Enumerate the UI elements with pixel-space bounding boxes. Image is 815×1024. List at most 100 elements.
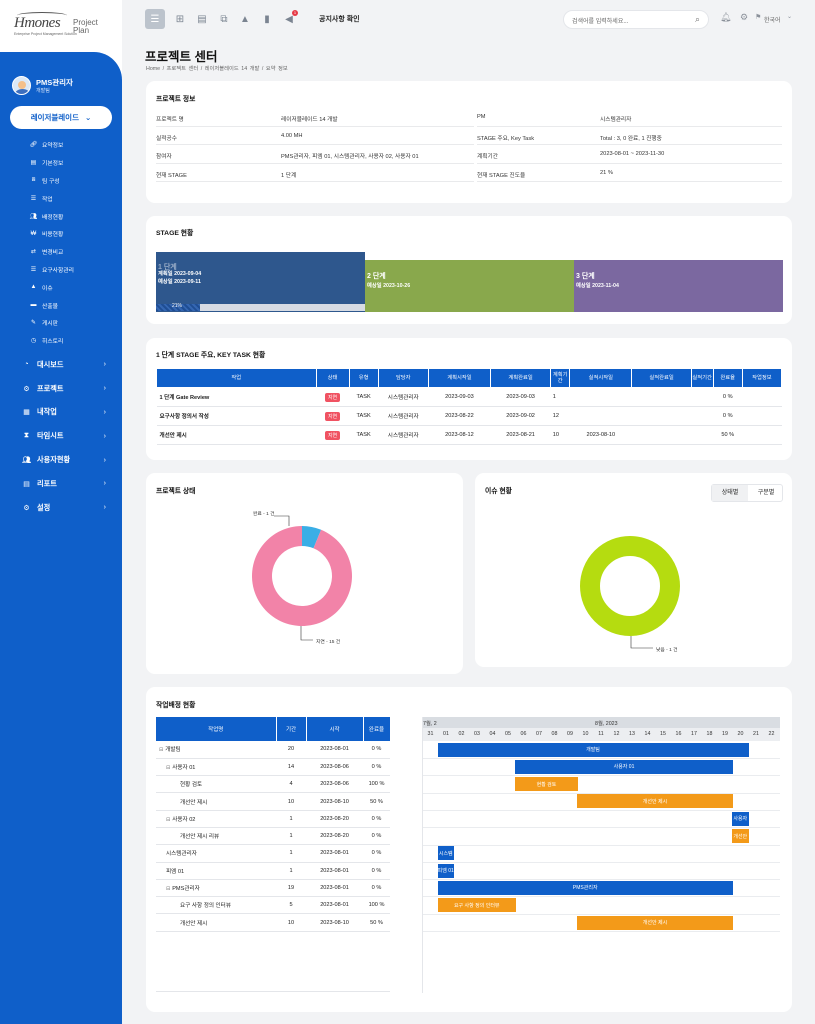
- submenu-item[interactable]: 👥︎ 배정현황: [30, 207, 120, 225]
- submenu-item[interactable]: ₩ 비용현황: [30, 225, 120, 243]
- table-row[interactable]: ⊟ 사용자 01 14 2023-08-06 0 %: [156, 758, 390, 777]
- gantt-bar[interactable]: 개선안 제시: [577, 915, 733, 930]
- task-cell: 0 %: [713, 406, 743, 426]
- gantt-col-header[interactable]: 시작: [306, 717, 364, 741]
- project-select-button[interactable]: 레이저블레이드 ⌄: [10, 106, 112, 129]
- task-cell: 50 %: [713, 425, 743, 445]
- task-col-header[interactable]: 계획기간: [550, 368, 571, 388]
- donut-slice-완료[interactable]: [302, 526, 322, 549]
- task-col-header[interactable]: 작업: [156, 368, 317, 388]
- stage-block[interactable]: 2 단계 예상일 2023-10-26: [365, 260, 574, 312]
- submenu-item[interactable]: ⧈ 팀 구성: [30, 172, 120, 190]
- collapse-icon[interactable]: ⊟: [159, 747, 164, 754]
- submenu-item[interactable]: ▬ 산출물: [30, 296, 120, 314]
- search-input[interactable]: 검색어를 입력하세요...: [572, 19, 629, 25]
- table-row[interactable]: 요구 사항 정의 인터뷰 5 2023-08-01 100 %: [156, 896, 390, 915]
- gantt-task-name: 개선안 제시 리뷰: [180, 834, 220, 841]
- table-row[interactable]: 1 단계 Gate Review 지연 TASK 시스템관리자 2023-09-03 20…: [156, 387, 782, 407]
- collapse-icon[interactable]: ⊟: [166, 816, 171, 823]
- clipboard-icon[interactable]: ▮: [264, 13, 270, 25]
- main-menu-item[interactable]: 👥︎ 사용자현황 ›: [22, 448, 110, 472]
- language-select[interactable]: 한국어: [764, 18, 781, 24]
- task-col-header[interactable]: 상태: [315, 368, 350, 388]
- gantt-bar[interactable]: 시스템: [437, 846, 454, 861]
- task-col-header[interactable]: 계획완료일: [490, 368, 552, 388]
- search-icon[interactable]: ⌕: [694, 14, 700, 24]
- table-row[interactable]: ⊟ 사용자 02 1 2023-08-20 0 %: [156, 810, 390, 828]
- tab-type[interactable]: 구분별: [757, 490, 775, 496]
- gantt-col-header[interactable]: 작업명: [156, 717, 277, 741]
- table-row[interactable]: 개선안 제시 리뷰 1 2023-08-20 0 %: [156, 827, 390, 846]
- copy-icon[interactable]: ⧉: [220, 13, 228, 25]
- megaphone-icon[interactable]: ◀ 1: [285, 10, 298, 25]
- stage-block[interactable]: 3 단계 예상일 2023-11-04: [574, 260, 783, 312]
- submenu-item[interactable]: ◷ 히스토리: [30, 332, 120, 350]
- report-icon: ▤: [23, 480, 30, 488]
- main-menu-item[interactable]: ⚙ 설정 ›: [22, 496, 110, 520]
- task-col-header[interactable]: 유형: [348, 368, 379, 388]
- user-profile[interactable]: PMS관리자 개발팀: [12, 76, 112, 96]
- submenu-item[interactable]: ▤ 기본정보: [30, 154, 120, 172]
- task-col-header[interactable]: 계획시작일: [427, 368, 492, 388]
- tab-status[interactable]: 상태별: [712, 485, 748, 501]
- task-col-header[interactable]: 작업정보: [741, 368, 783, 388]
- table-row[interactable]: 개선안 제시 10 2023-08-10 50 %: [156, 913, 390, 932]
- gantt-bar[interactable]: 개발팀: [437, 742, 749, 757]
- warning-icon[interactable]: ▲: [240, 13, 250, 25]
- stage-block[interactable]: 1 단계 계획일 2023-09-04 예상일 2023-09-11 21%: [156, 252, 365, 312]
- bell-icon[interactable]: 🔔︎: [720, 12, 732, 22]
- add-icon[interactable]: ⊞: [175, 13, 185, 25]
- breadcrumb[interactable]: Home / 프로젝트 센터 / 레이저블레이드 14 개발 / 요약 정보: [146, 66, 288, 72]
- main-menu-item[interactable]: ⚙ 프로젝트 ›: [22, 377, 110, 401]
- gantt-bar[interactable]: 현황 검토: [515, 777, 578, 792]
- gantt-task-name: 현황 검토: [180, 782, 203, 789]
- gantt-col-header[interactable]: 완료율: [363, 717, 391, 741]
- layout-icon[interactable]: ▤: [197, 13, 207, 25]
- donut-slice-지연[interactable]: [252, 526, 352, 626]
- table-row[interactable]: ⊟ PMS관리자 19 2023-08-01 0 %: [156, 879, 390, 898]
- gantt-bar[interactable]: 개선안 제시: [577, 794, 733, 809]
- task-col-header[interactable]: 실적시작일: [569, 368, 633, 388]
- gantt-bar[interactable]: 피엠 01: [437, 863, 454, 878]
- gantt-bar[interactable]: 사용자 01: [515, 759, 733, 774]
- info-value: 4.00 MH: [281, 132, 303, 139]
- gantt-day-label: 12: [613, 731, 620, 737]
- gantt-col-header[interactable]: 기간: [276, 717, 307, 741]
- collapse-icon[interactable]: ⊟: [166, 886, 171, 893]
- gantt-bar[interactable]: 요구 사항 정의 인터뷰: [437, 898, 516, 913]
- notice-link[interactable]: 공지사항 확인: [319, 16, 360, 23]
- gear-icon[interactable]: ⚙: [740, 12, 749, 22]
- main-menu-item[interactable]: ⧗ 타임시트 ›: [22, 424, 110, 448]
- search-box[interactable]: 검색어를 입력하세요... ⌕: [563, 10, 709, 29]
- table-row[interactable]: 개선안 제시 지연 TASK 시스템관리자 2023-08-12 2023-08-21 10…: [156, 425, 782, 445]
- gantt-bar[interactable]: 사용자: [732, 811, 749, 826]
- gantt-bar[interactable]: 개선안: [732, 829, 749, 843]
- table-row[interactable]: ⊟ 개발팀 20 2023-08-01 0 %: [156, 741, 390, 759]
- submenu-item[interactable]: ☰ 요구사항관리: [30, 261, 120, 279]
- donut-slice-낮음[interactable]: [580, 536, 680, 636]
- table-row[interactable]: 개선안 제시 10 2023-08-10 50 %: [156, 792, 390, 811]
- table-row[interactable]: 현황 검토 4 2023-08-06 100 %: [156, 775, 390, 794]
- submenu-item[interactable]: 🔗︎ 요약정보: [30, 136, 120, 154]
- submenu-item[interactable]: ✎ 게시판: [30, 314, 120, 332]
- main-menu-item[interactable]: ▦ 내작업 ›: [22, 401, 110, 425]
- table-row[interactable]: 요구사항 정의서 작성 지연 TASK 시스템관리자 2023-08-22 2023-09…: [156, 406, 782, 426]
- gantt-start: 2023-08-01: [306, 896, 363, 915]
- table-row[interactable]: 시스템관리자 1 2023-08-01 0 %: [156, 844, 390, 863]
- menu-icon[interactable]: ☰: [145, 9, 165, 29]
- submenu-item[interactable]: ⇄ 변경비교: [30, 243, 120, 261]
- submenu-item[interactable]: ▲ 이슈: [30, 278, 120, 296]
- collapse-icon[interactable]: ⊟: [166, 764, 171, 771]
- task-col-header[interactable]: 담당자: [377, 368, 429, 388]
- chevron-down-icon[interactable]: ⌄: [787, 14, 793, 20]
- main-menu-item[interactable]: ◔ 대시보드 ›: [22, 353, 110, 377]
- task-col-header[interactable]: 실적기간: [690, 368, 714, 388]
- submenu-item[interactable]: ☰ 작업: [30, 189, 120, 207]
- gantt-bar[interactable]: PMS관리자: [437, 880, 733, 895]
- table-row[interactable]: 피엠 01 1 2023-08-01 0 %: [156, 862, 390, 880]
- task-col-header[interactable]: 완료율: [712, 368, 743, 388]
- task-cell: [691, 387, 714, 407]
- main-menu-item[interactable]: ▤ 리포트 ›: [22, 472, 110, 496]
- brand-logo[interactable]: Hmones Enterprise Project Management Sol…: [14, 12, 104, 37]
- task-col-header[interactable]: 실적완료일: [631, 368, 692, 388]
